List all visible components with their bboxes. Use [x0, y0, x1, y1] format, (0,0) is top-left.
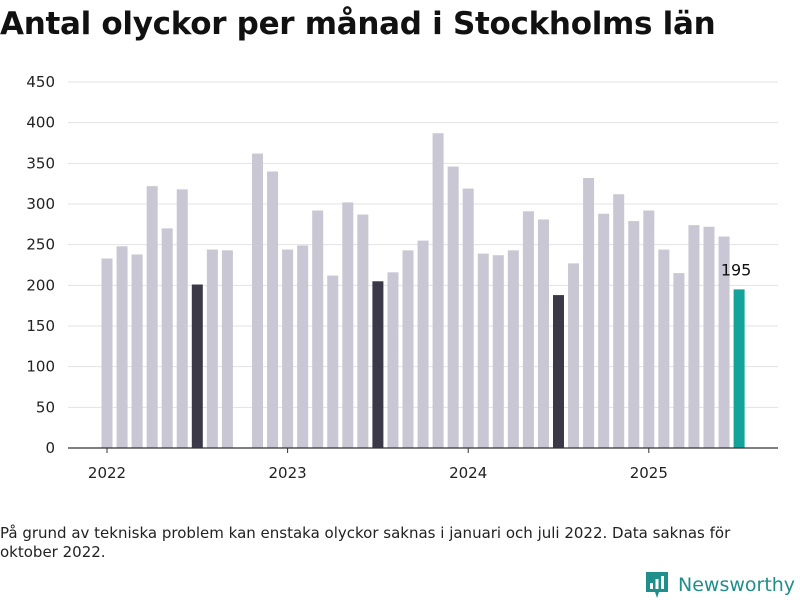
- y-tick-label: 0: [45, 439, 55, 457]
- data-label-2025-07: 195: [721, 260, 752, 279]
- bar-2023-09: [402, 250, 414, 448]
- bar-2023-01: [282, 249, 294, 448]
- bar-2024-02: [477, 253, 489, 448]
- y-tick-label: 450: [26, 73, 55, 91]
- x-axis-ticks: 2022 2023 2024 2025: [88, 448, 668, 482]
- chart-title: Antal olyckor per månad i Stockholms län: [0, 6, 716, 42]
- bar-2022-04: [146, 186, 158, 448]
- bar-2023-06: [357, 214, 369, 448]
- bar-2025-04: [688, 225, 700, 448]
- bar-2022-07: [191, 284, 203, 448]
- y-tick-label: 250: [26, 236, 55, 254]
- bar-2024-11: [613, 194, 625, 448]
- bar-2023-08: [387, 272, 399, 448]
- bar-2023-04: [327, 275, 339, 448]
- bar-2024-07: [553, 295, 564, 448]
- bar-2022-12: [267, 171, 279, 448]
- bar-2023-12: [447, 166, 459, 448]
- bar-2024-01: [462, 188, 474, 448]
- bar-2022-02: [116, 246, 128, 448]
- bar-2024-04: [507, 250, 519, 448]
- y-tick-label: 300: [26, 195, 55, 213]
- bar-2024-08: [568, 263, 580, 448]
- y-tick-label: 350: [26, 154, 55, 172]
- y-axis-tick-labels: 0 50 100 150 200 250 300 350 400 450: [26, 73, 55, 457]
- y-tick-label: 400: [26, 114, 55, 132]
- newsworthy-logo-icon: [646, 572, 668, 598]
- bar-2022-06: [176, 189, 188, 449]
- bar-2022-11: [252, 153, 263, 448]
- data-labels: 195: [721, 260, 752, 279]
- bar-2022-09: [221, 250, 233, 448]
- bar-2024-12: [628, 221, 640, 448]
- y-tick-label: 200: [26, 276, 55, 294]
- bar-2025-05: [703, 226, 715, 448]
- bar-2022-01: [101, 258, 113, 448]
- bar-2023-07: [372, 281, 384, 448]
- bar-2023-05: [342, 202, 354, 448]
- brand-logo: Newsworthy: [644, 570, 795, 600]
- bar-2023-03: [312, 210, 324, 448]
- bar-2023-10: [417, 240, 429, 448]
- bar-2024-03: [492, 255, 504, 448]
- y-tick-label: 150: [26, 317, 55, 335]
- x-tick-label: 2022: [88, 464, 126, 482]
- x-tick-label: 2024: [449, 464, 487, 482]
- bar-2025-03: [673, 273, 685, 448]
- bar-2025-07: [733, 289, 745, 448]
- bar-2024-10: [598, 213, 610, 448]
- x-tick-label: 2025: [630, 464, 668, 482]
- bar-chart: 0 50 100 150 200 250 300 350 400 450 195 2022 2023…: [26, 73, 778, 482]
- y-tick-label: 100: [26, 358, 55, 376]
- y-tick-label: 50: [36, 398, 55, 416]
- bar-2025-01: [643, 210, 655, 448]
- bar-2023-02: [297, 245, 309, 448]
- bar-2024-05: [522, 211, 534, 448]
- x-tick-label: 2023: [269, 464, 307, 482]
- bar-2022-08: [206, 249, 218, 448]
- brand-name: Newsworthy: [678, 574, 796, 596]
- footnote: På grund av tekniska problem kan enstaka…: [0, 524, 731, 561]
- bar-2022-03: [131, 254, 143, 448]
- bar-2025-06: [718, 236, 730, 448]
- bar-2024-06: [537, 219, 549, 448]
- bar-2022-05: [161, 228, 173, 448]
- bars: [101, 133, 745, 449]
- bar-2023-11: [432, 133, 444, 449]
- bar-2025-02: [658, 249, 670, 448]
- bar-2024-09: [583, 177, 595, 448]
